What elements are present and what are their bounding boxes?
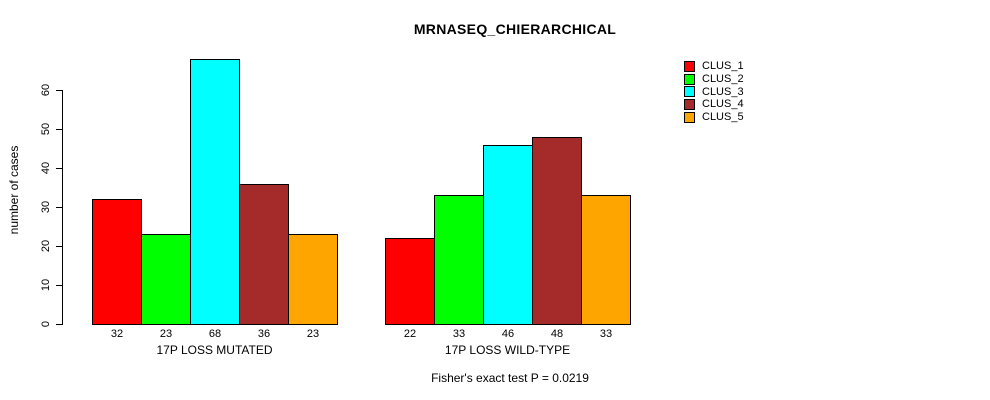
legend-swatch bbox=[684, 60, 695, 72]
bar bbox=[532, 136, 582, 325]
bar bbox=[385, 238, 435, 325]
bar bbox=[190, 58, 240, 325]
legend-item: CLUS_1 bbox=[684, 60, 744, 73]
legend-label: CLUS_3 bbox=[702, 85, 744, 98]
bar-value-label: 68 bbox=[208, 328, 222, 340]
legend-label: CLUS_4 bbox=[702, 98, 744, 111]
legend-label: CLUS_5 bbox=[702, 111, 744, 124]
y-tick bbox=[56, 207, 62, 208]
bar bbox=[239, 183, 289, 325]
legend-swatch bbox=[684, 86, 695, 98]
legend-item: CLUS_3 bbox=[684, 85, 744, 98]
legend-swatch bbox=[684, 111, 695, 123]
bar-value-label: 23 bbox=[159, 328, 173, 340]
bar-value-label: 33 bbox=[599, 328, 613, 340]
bar bbox=[434, 195, 484, 325]
legend-label: CLUS_1 bbox=[702, 60, 744, 73]
legend-swatch bbox=[684, 98, 695, 110]
y-tick-label: 50 bbox=[40, 122, 52, 136]
legend-swatch bbox=[684, 73, 695, 85]
bar-value-label: 33 bbox=[452, 328, 466, 340]
bar-value-label: 48 bbox=[550, 328, 564, 340]
bar-value-label: 36 bbox=[257, 328, 271, 340]
bar-value-label: 23 bbox=[306, 328, 320, 340]
y-tick-label: 30 bbox=[40, 200, 52, 214]
y-tick bbox=[56, 168, 62, 169]
caption: Fisher's exact test P = 0.0219 bbox=[431, 371, 589, 385]
y-tick-label: 0 bbox=[40, 320, 52, 328]
group-label: 17P LOSS MUTATED bbox=[156, 343, 273, 357]
y-axis-line bbox=[62, 90, 63, 325]
y-tick bbox=[56, 90, 62, 91]
chart-title: MRNASEQ_CHIERARCHICAL bbox=[413, 21, 617, 37]
legend-item: CLUS_5 bbox=[684, 111, 744, 124]
y-tick-label: 60 bbox=[40, 83, 52, 97]
y-tick bbox=[56, 285, 62, 286]
y-axis-label: number of cases bbox=[7, 145, 21, 235]
legend-item: CLUS_2 bbox=[684, 73, 744, 86]
group-label: 17P LOSS WILD-TYPE bbox=[444, 343, 571, 357]
y-tick-label: 20 bbox=[40, 239, 52, 253]
y-tick-label: 40 bbox=[40, 161, 52, 175]
bar-value-label: 46 bbox=[501, 328, 515, 340]
bar-value-label: 32 bbox=[110, 328, 124, 340]
legend-label: CLUS_2 bbox=[702, 73, 744, 86]
bar bbox=[141, 234, 191, 325]
y-tick bbox=[56, 129, 62, 130]
legend: CLUS_1 CLUS_2 CLUS_3 CLUS_4 CLUS_5 bbox=[684, 60, 744, 123]
bar bbox=[581, 195, 631, 325]
bar bbox=[92, 199, 142, 325]
bar bbox=[483, 144, 533, 325]
legend-item: CLUS_4 bbox=[684, 98, 744, 111]
y-tick bbox=[56, 246, 62, 247]
bar bbox=[288, 234, 338, 325]
bar-value-label: 22 bbox=[403, 328, 417, 340]
y-tick bbox=[56, 324, 62, 325]
y-tick-label: 10 bbox=[40, 278, 52, 292]
